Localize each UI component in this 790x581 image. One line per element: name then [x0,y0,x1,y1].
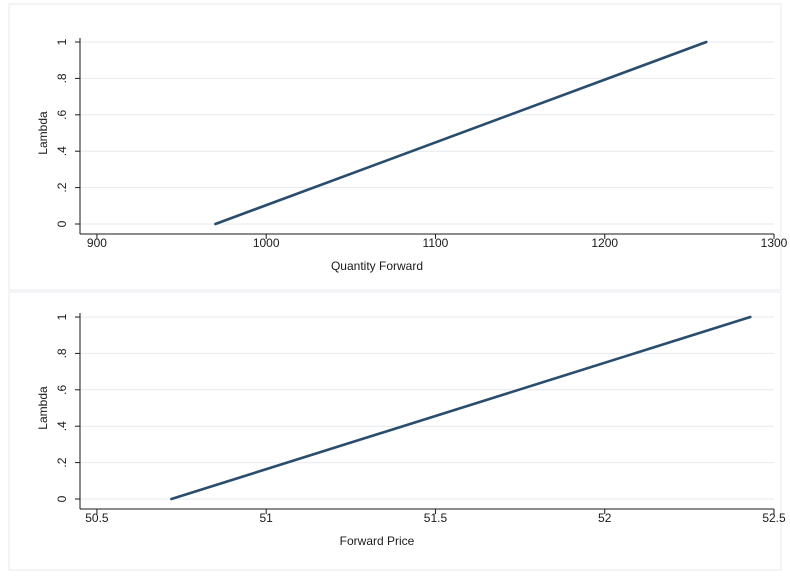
x-tick-label-1: 51 [260,511,274,525]
panel-background [8,3,782,291]
x-axis-title-quantity-forward: Quantity Forward [331,259,423,273]
y-tick-label-2: .4 [55,421,69,431]
y-tick-label-5: 1 [55,38,69,45]
series-line-0 [170,315,752,501]
y-tick-label-1: .2 [55,182,69,192]
y-tick-label-3: .6 [55,384,69,394]
y-tick-label-0: 0 [55,220,69,227]
y-tick-label-0: 0 [55,495,69,502]
y-tick-label-3: .6 [55,109,69,119]
y-axis-title-lambda: Lambda [36,111,50,155]
x-tick-label-3: 1200 [591,236,618,250]
series-line-0 [214,40,708,226]
x-tick-label-4: 1300 [761,236,788,250]
y-tick-label-4: .8 [55,348,69,358]
y-tick-label-4: .8 [55,73,69,83]
x-tick-label-2: 1100 [423,236,449,250]
x-tick-label-3: 52 [598,511,612,525]
chart-panel-forward-price: 0 .2 .4 .6 .8 1 50.5 51 51.5 52 52.5 Forward Price L… [8,291,786,571]
x-tick-label-2: 51.5 [424,511,448,525]
x-tick-label-0: 900 [87,236,107,250]
y-tick-label-5: 1 [55,313,69,320]
x-tick-label-4: 52.5 [762,511,786,525]
y-tick-label-2: .4 [55,146,69,156]
y-axis-title-lambda: Lambda [36,386,50,430]
x-tick-label-0: 50.5 [85,511,109,525]
y-tick-label-1: .2 [55,457,69,467]
panel-background [8,291,782,571]
chart-panel-quantity-forward: 0 .2 .4 .6 .8 1 900 1000 1100 1200 1300 Quantity Fo… [8,3,788,291]
x-axis-title-forward-price: Forward Price [340,534,415,548]
x-tick-label-1: 1000 [253,236,280,250]
